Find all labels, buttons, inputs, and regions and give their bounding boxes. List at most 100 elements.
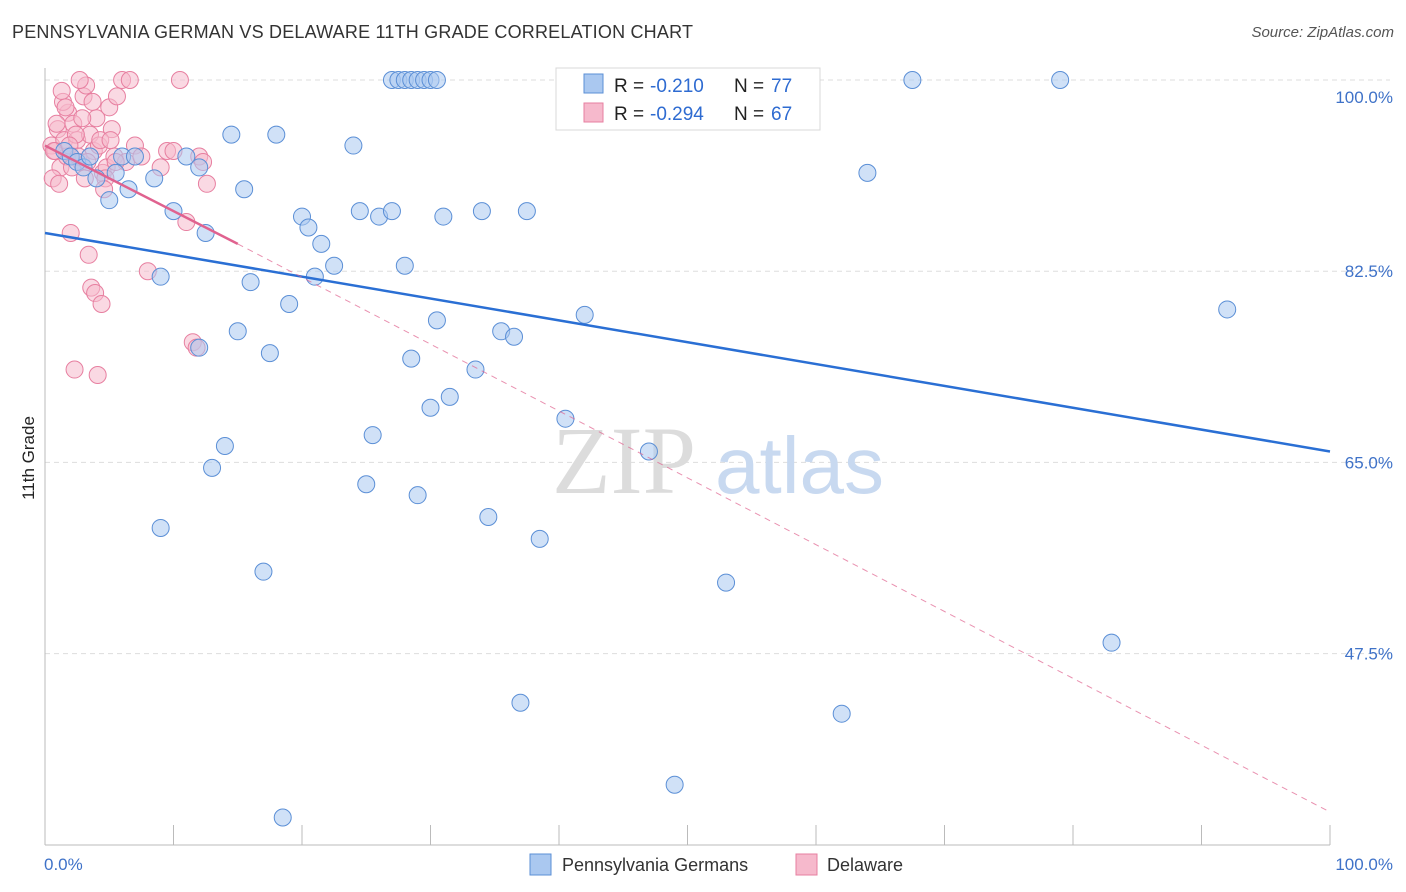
delaware-point: [88, 365, 107, 384]
pennsylvania-german-point: [665, 775, 684, 794]
pennsylvania-german-point: [190, 158, 209, 177]
pennsylvania-german-point: [357, 475, 376, 494]
delaware-point: [92, 294, 111, 313]
legend-r-label-pink: R =: [614, 104, 644, 125]
delaware-point: [197, 174, 216, 193]
pennsylvania-german-point: [517, 202, 536, 221]
pennsylvania-german-point: [145, 169, 164, 188]
pennsylvania-german-point: [235, 180, 254, 199]
pennsylvania-german-point: [717, 573, 736, 592]
delaware-point: [47, 114, 66, 133]
pennsylvania-german-point: [203, 458, 222, 477]
stats-legend: R = -0.210 N = 77 R = -0.294 N = 67: [555, 67, 821, 131]
bottom-legend-label-blue: Pennsylvania Germans: [562, 855, 748, 875]
delaware-point: [79, 245, 98, 264]
legend-n-value-blue: 77: [771, 76, 792, 97]
pennsylvania-german-point: [280, 294, 299, 313]
pennsylvania-german-point: [434, 207, 453, 226]
pennsylvania-german-point: [267, 125, 286, 144]
delaware-point: [73, 109, 92, 128]
pennsylvania-german-trend-line: [44, 231, 1331, 453]
pennsylvania-german-point: [100, 191, 119, 210]
watermark-atlas: atlas: [715, 421, 884, 510]
pennsylvania-german-point: [215, 437, 234, 456]
delaware-point: [170, 71, 189, 89]
delaware-trend-line-solid: [44, 144, 239, 245]
pennsylvania-german-point: [427, 311, 446, 330]
pennsylvania-german-point: [903, 71, 922, 89]
pennsylvania-german-point: [177, 147, 196, 166]
legend-n-value-pink: 67: [771, 104, 792, 125]
bottom-legend-swatch-blue: [529, 853, 552, 876]
delaware-point: [70, 71, 89, 89]
pennsylvania-german-point: [427, 71, 446, 89]
pennsylvania-german-point: [1218, 300, 1237, 319]
delaware-point: [50, 174, 69, 193]
pennsylvania-german-point: [151, 267, 170, 286]
y-tick-label: 65.0%: [1345, 453, 1393, 472]
pennsylvania-german-point: [254, 562, 273, 581]
watermark-zip: ZIP: [552, 407, 696, 514]
pennsylvania-german-point: [858, 163, 877, 182]
pennsylvania-german-point: [325, 256, 344, 275]
delaware-trend-line-dashed: [237, 243, 1331, 813]
legend-r-value-blue: -0.210: [650, 76, 704, 97]
pennsylvania-german-point: [466, 360, 485, 379]
pennsylvania-german-point: [530, 529, 549, 548]
chart-title: PENNSYLVANIA GERMAN VS DELAWARE 11TH GRA…: [12, 22, 694, 42]
pennsylvania-german-point: [344, 136, 363, 155]
legend-swatch-pink: [583, 102, 604, 123]
pennsylvania-german-point: [421, 398, 440, 417]
legend-r-label-blue: R =: [614, 76, 644, 97]
delaware-points: [42, 71, 216, 384]
pennsylvania-german-point: [505, 327, 524, 346]
pennsylvania-german-point: [639, 442, 658, 461]
pennsylvania-german-point: [832, 704, 851, 723]
delaware-point: [52, 81, 71, 100]
pennsylvania-german-point: [556, 409, 575, 428]
x-tick-labels: 0.0% 100.0%: [44, 855, 1393, 874]
pennsylvania-german-point: [363, 426, 382, 445]
pennsylvania-german-point: [241, 273, 260, 292]
pennsylvania-german-point: [479, 508, 498, 527]
delaware-point: [101, 131, 120, 150]
pennsylvania-german-point: [228, 322, 247, 341]
source-label: Source: ZipAtlas.com: [1251, 24, 1394, 41]
x-tick-label-min: 0.0%: [44, 855, 83, 874]
pennsylvania-german-point: [190, 338, 209, 357]
pennsylvania-german-point: [575, 305, 594, 324]
pennsylvania-german-point: [125, 147, 144, 166]
axes: [44, 68, 1331, 846]
y-tick-label: 82.5%: [1345, 262, 1393, 281]
pennsylvania-german-point: [511, 693, 530, 712]
y-tick-labels: 100.0% 82.5% 65.0% 47.5%: [1335, 88, 1393, 664]
y-tick-label: 100.0%: [1335, 88, 1393, 107]
pennsylvania-german-point: [260, 344, 279, 363]
delaware-point: [107, 87, 126, 106]
pennsylvania-german-point: [299, 218, 318, 237]
pennsylvania-german-point: [402, 349, 421, 368]
x-tick-label-max: 100.0%: [1335, 855, 1393, 874]
series-legend: Pennsylvania Germans Delaware: [529, 853, 903, 876]
legend-swatch-blue: [583, 73, 604, 94]
pennsylvania-german-point: [395, 256, 414, 275]
delaware-point: [120, 71, 139, 89]
pennsylvania-german-points: [55, 71, 1237, 827]
pennsylvania-german-point: [273, 808, 292, 827]
pennsylvania-german-point: [440, 387, 459, 406]
y-tick-label: 47.5%: [1345, 645, 1393, 664]
y-axis-title: 11th Grade: [19, 416, 38, 500]
pennsylvania-german-point: [151, 518, 170, 537]
pennsylvania-german-point: [408, 486, 427, 505]
pennsylvania-german-point: [222, 125, 241, 144]
bottom-legend-swatch-pink: [795, 853, 818, 876]
legend-n-label-blue: N =: [734, 76, 764, 97]
pennsylvania-german-point: [382, 202, 401, 221]
legend-n-label-pink: N =: [734, 104, 764, 125]
bottom-legend-label-pink: Delaware: [827, 855, 903, 875]
watermark: ZIP atlas: [552, 407, 884, 514]
delaware-point: [56, 98, 75, 117]
pennsylvania-german-point: [312, 234, 331, 253]
pennsylvania-german-point: [80, 147, 99, 166]
pennsylvania-german-point: [1102, 633, 1121, 652]
